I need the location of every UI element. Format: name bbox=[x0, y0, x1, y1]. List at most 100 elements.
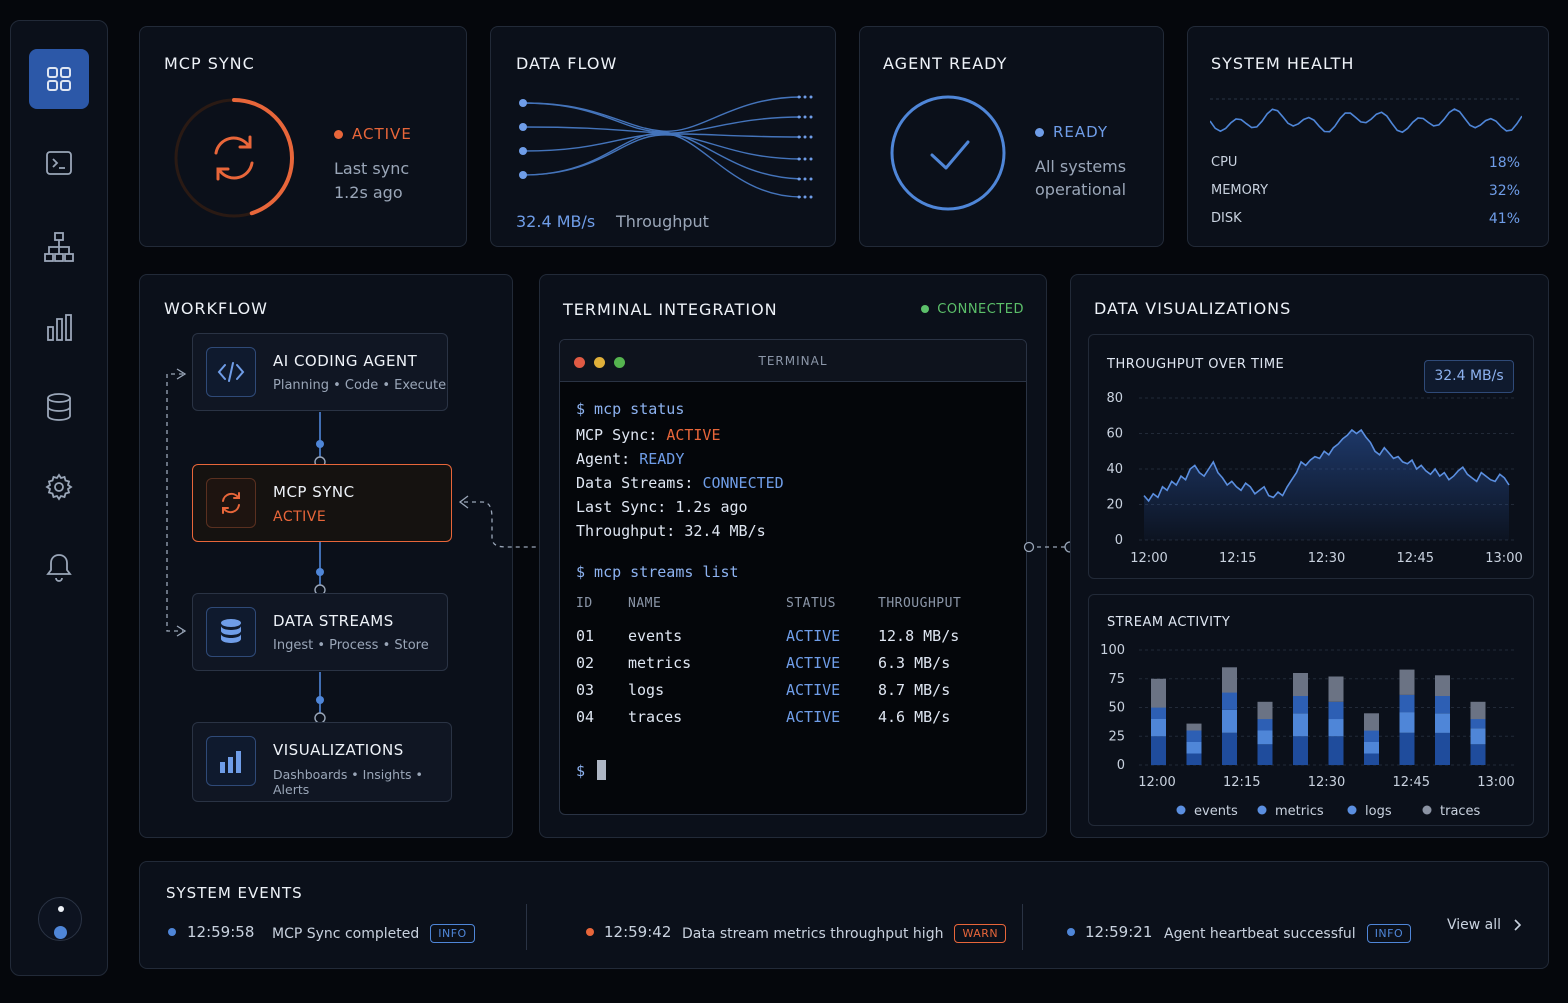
event-message: Data stream metrics throughput high WARN bbox=[682, 924, 1007, 943]
bar-segment bbox=[1151, 736, 1166, 766]
x-tick-label: 12:00 bbox=[1138, 775, 1175, 790]
throughput-value: 32.4 MB/s bbox=[516, 212, 596, 231]
view-all-link[interactable]: View all bbox=[1447, 917, 1522, 933]
table-cell: ACTIVE bbox=[786, 681, 841, 699]
legend-dot-icon bbox=[1176, 805, 1186, 815]
bar-segment bbox=[1470, 744, 1486, 765]
table-cell: 6.3 MB/s bbox=[878, 654, 951, 672]
notifications-nav-button[interactable] bbox=[29, 537, 89, 597]
close-dot-icon[interactable] bbox=[574, 357, 585, 368]
table-cell: ACTIVE bbox=[786, 708, 841, 726]
throughput-badge: 32.4 MB/s bbox=[1424, 360, 1514, 393]
sidebar bbox=[10, 20, 108, 976]
bar-segment bbox=[1222, 732, 1237, 765]
workflow-node-visualizations[interactable]: VISUALIZATIONS Dashboards • Insights • A… bbox=[192, 722, 452, 802]
system-events-panel: SYSTEM EVENTS View all bbox=[139, 861, 1549, 969]
flow-lines-graphic bbox=[519, 95, 813, 199]
bar-segment bbox=[1328, 676, 1344, 702]
panel-title: WORKFLOW bbox=[164, 299, 268, 318]
sync-status: ACTIVE bbox=[334, 125, 412, 143]
y-tick-label: 80 bbox=[1106, 391, 1123, 406]
event-level-badge: INFO bbox=[430, 924, 475, 943]
node-sub: ACTIVE bbox=[273, 509, 327, 525]
bar-segment bbox=[1257, 730, 1273, 745]
agent-status: READY bbox=[1035, 123, 1108, 141]
system-health-card: SYSTEM HEALTH CPU 18% MEMORY 32% DISK 41% bbox=[1187, 26, 1549, 247]
x-tick-label: 13:00 bbox=[1477, 775, 1514, 790]
terminal-titlebar: TERMINAL bbox=[560, 340, 1026, 382]
node-title: DATA STREAMS bbox=[273, 612, 394, 630]
bell-icon bbox=[46, 554, 72, 582]
legend-label: logs bbox=[1365, 804, 1392, 819]
panel-title: DATA VISUALIZATIONS bbox=[1094, 299, 1292, 318]
metric-label: CPU bbox=[1211, 155, 1238, 170]
workflow-node-mcp-sync[interactable]: MCP SYNC ACTIVE bbox=[192, 464, 452, 542]
analytics-nav-button[interactable] bbox=[29, 297, 89, 357]
terminal-panel: TERMINAL INTEGRATION CONNECTED TERMINAL … bbox=[539, 274, 1047, 838]
bar-segment bbox=[1470, 701, 1486, 720]
divider bbox=[1022, 904, 1023, 950]
table-cell: 04 bbox=[576, 708, 595, 726]
mcp-sync-card: MCP SYNC ACTIVE Last sync 1.2s ago bbox=[139, 26, 467, 247]
bar-segment bbox=[1328, 719, 1344, 737]
x-tick-label: 12:15 bbox=[1223, 775, 1260, 790]
y-tick-label: 100 bbox=[1100, 643, 1125, 658]
workflow-node-ai-coding-agent[interactable]: AI CODING AGENT Planning • Code • Execut… bbox=[192, 333, 448, 411]
metric-value: 32% bbox=[1488, 183, 1520, 199]
workflow-nav-button[interactable] bbox=[29, 217, 89, 277]
bar-segment bbox=[1186, 753, 1202, 765]
last-sync-value: 1.2s ago bbox=[334, 183, 403, 202]
table-cell: metrics bbox=[628, 654, 692, 672]
bar-segment bbox=[1328, 736, 1344, 766]
settings-nav-button[interactable] bbox=[29, 457, 89, 517]
legend-dot-icon bbox=[1422, 805, 1432, 815]
legend-label: events bbox=[1194, 804, 1238, 819]
maximize-dot-icon[interactable] bbox=[614, 357, 625, 368]
throughput-label: Throughput bbox=[616, 212, 709, 231]
connection-status: CONNECTED bbox=[921, 302, 1024, 317]
x-tick-label: 12:45 bbox=[1397, 551, 1434, 566]
divider bbox=[526, 904, 527, 950]
agent-line2: operational bbox=[1035, 180, 1127, 199]
theme-toggle[interactable] bbox=[38, 897, 82, 941]
bar-segment bbox=[1257, 744, 1273, 765]
table-cell: traces bbox=[628, 708, 683, 726]
event-time: 12:59:58 bbox=[187, 923, 255, 941]
gear-icon bbox=[45, 473, 73, 501]
y-tick-label: 20 bbox=[1106, 498, 1123, 513]
prompt: $ bbox=[576, 762, 586, 780]
x-tick-label: 12:15 bbox=[1219, 551, 1256, 566]
agent-ready-card: AGENT READY READY All systems operationa… bbox=[859, 26, 1164, 247]
terminal-window[interactable]: TERMINAL $ mcp status MCP Sync: ACTIVE A… bbox=[559, 339, 1027, 815]
cursor bbox=[597, 760, 606, 780]
terminal-nav-button[interactable] bbox=[29, 133, 89, 193]
toggle-knob-icon bbox=[54, 926, 67, 939]
dashboard-nav-button[interactable] bbox=[29, 49, 89, 109]
bar-segment bbox=[1151, 678, 1166, 708]
bar-segment bbox=[1151, 707, 1166, 719]
bar-segment bbox=[1435, 675, 1450, 696]
bar-segment bbox=[1186, 742, 1202, 754]
card-title: MCP SYNC bbox=[164, 54, 255, 73]
event-time: 12:59:21 bbox=[1085, 923, 1153, 941]
table-cell: 12.8 MB/s bbox=[878, 627, 960, 645]
health-sparkline bbox=[1210, 98, 1522, 134]
database-nav-button[interactable] bbox=[29, 377, 89, 437]
table-cell: 02 bbox=[576, 654, 595, 672]
y-tick-label: 25 bbox=[1108, 729, 1125, 744]
workflow-node-data-streams[interactable]: DATA STREAMS Ingest • Process • Store bbox=[192, 593, 448, 671]
x-tick-label: 12:00 bbox=[1130, 551, 1167, 566]
minimize-dot-icon[interactable] bbox=[594, 357, 605, 368]
database-icon bbox=[206, 607, 256, 657]
legend-label: traces bbox=[1440, 804, 1481, 819]
last-sync-label: Last sync bbox=[334, 159, 410, 178]
output-line: MCP Sync: ACTIVE bbox=[576, 426, 721, 444]
event-message: MCP Sync completed INFO bbox=[272, 924, 475, 943]
code-icon bbox=[206, 347, 256, 397]
sync-icon bbox=[214, 135, 254, 181]
stream-activity-card: STREAM ACTIVITY 100 75 50 25 0 12:00 12:15 12:3… bbox=[1088, 594, 1534, 826]
stream-activity-bar-chart: 100 75 50 25 0 12:00 12:15 12:30 12:45 13:00 event… bbox=[1100, 643, 1515, 819]
x-tick-label: 13:00 bbox=[1485, 551, 1522, 566]
table-header: STATUS bbox=[786, 596, 836, 611]
metric-value: 18% bbox=[1488, 155, 1520, 171]
